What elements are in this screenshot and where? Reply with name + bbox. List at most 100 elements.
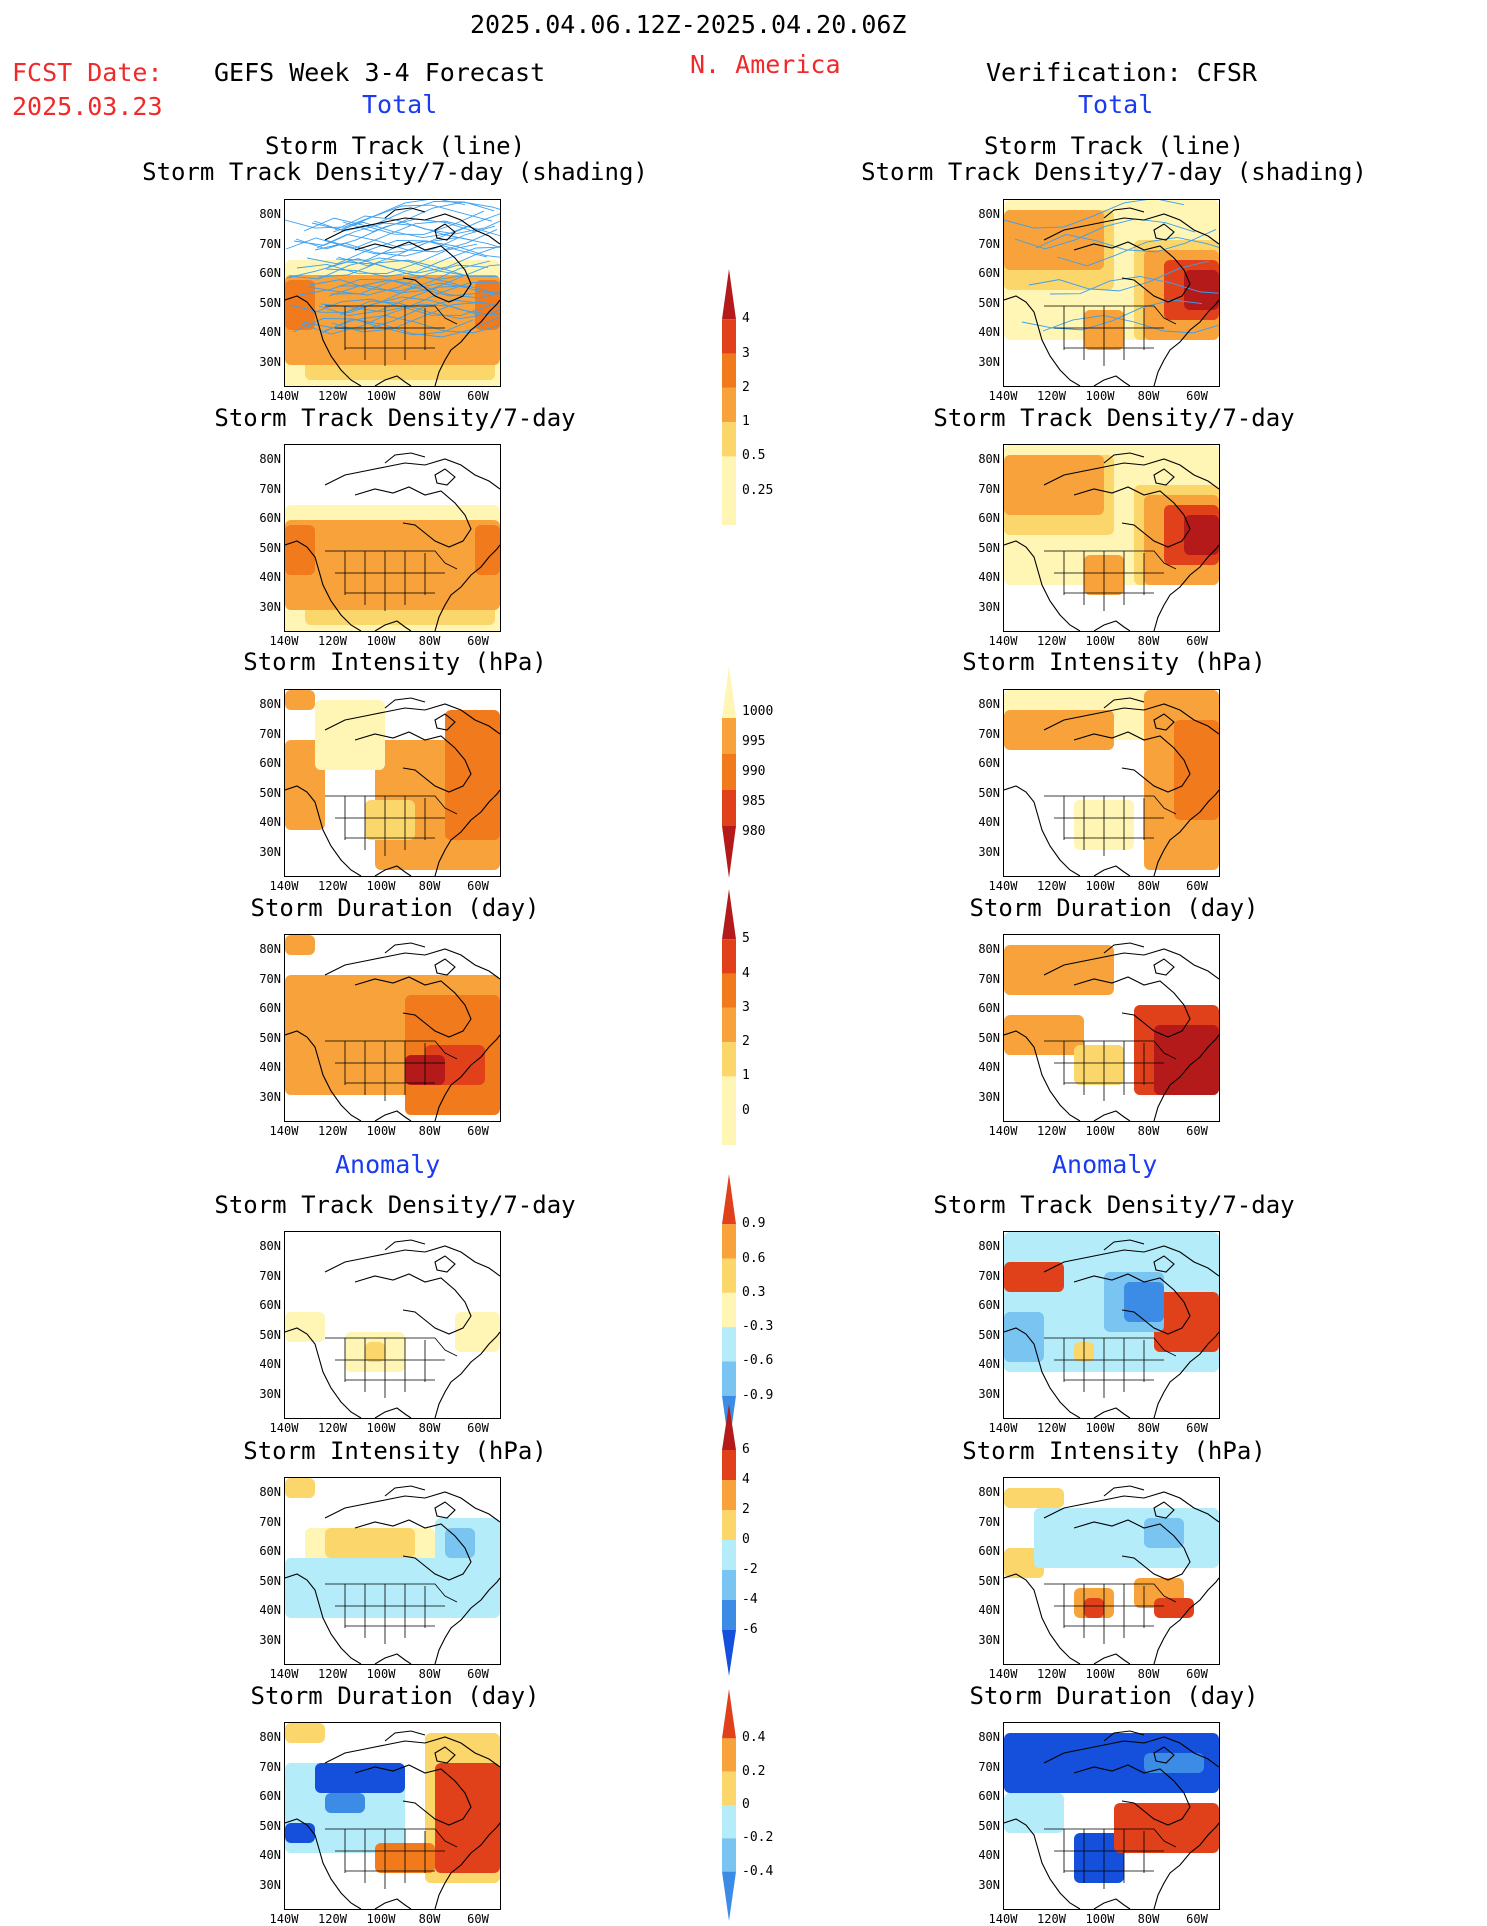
lat-tick-label: 60N <box>978 1298 1000 1312</box>
storm-track-line <box>316 229 498 253</box>
lon-tick-label: 100W <box>366 1124 396 1138</box>
lat-tick-label: 30N <box>978 1089 1000 1104</box>
lon-tick-label: 100W <box>1085 1667 1115 1681</box>
shading-patch <box>285 935 315 955</box>
lat-tick-label: 60N <box>259 1298 281 1312</box>
lon-tick-label: 140W <box>269 1421 299 1435</box>
right-column-title: Verification: CFSR <box>986 58 1257 87</box>
lat-tick-label: 30N <box>978 1386 1000 1401</box>
fcst-date-label: FCST Date: <box>12 58 163 87</box>
left-track-map <box>284 199 501 387</box>
left-intensity-map <box>284 689 501 877</box>
colorbar-label: 995 <box>742 734 766 749</box>
lat-tick-label: 80N <box>259 207 281 221</box>
shading-patch <box>435 1763 500 1873</box>
lon-tick-label: 80W <box>1137 879 1160 893</box>
shading-patch <box>1154 1025 1219 1095</box>
shading-patch <box>365 1342 385 1362</box>
lon-tick-label: 100W <box>366 1421 396 1435</box>
lon-tick-label: 80W <box>1137 1912 1160 1926</box>
lat-tick-label: 50N <box>978 1327 1000 1342</box>
lat-tick-label: 80N <box>978 1730 1000 1744</box>
shading-patch <box>315 700 385 770</box>
left-anomaly-label: Anomaly <box>335 1150 441 1179</box>
lat-tick-label: 60N <box>978 266 1000 280</box>
lat-tick-label: 40N <box>978 1603 1000 1617</box>
lon-tick-label: 140W <box>269 1912 299 1926</box>
lat-tick-label: 80N <box>259 452 281 466</box>
lat-tick-label: 60N <box>978 1544 1000 1558</box>
shading-patch <box>1184 270 1219 310</box>
lat-tick-label: 70N <box>259 1759 281 1774</box>
lat-tick-label: 40N <box>259 815 281 829</box>
storm-track-line <box>1028 260 1210 292</box>
lon-tick-label: 80W <box>1137 634 1160 648</box>
lat-tick-label: 80N <box>978 697 1000 711</box>
left-density-title: Storm Track Density/7-day <box>214 404 576 432</box>
storm-track-line <box>1014 218 1196 250</box>
colorbar-label: 0.25 <box>742 482 774 498</box>
lat-tick-label: 70N <box>259 236 281 251</box>
right-density-anom-title: Storm Track Density/7-day <box>933 1191 1295 1219</box>
lon-tick-label: 80W <box>1137 1667 1160 1681</box>
lon-tick-label: 60W <box>1186 1124 1208 1138</box>
colorbar-label: -0.4 <box>742 1863 774 1879</box>
storm-track-line <box>286 261 468 281</box>
lat-tick-label: 70N <box>259 1514 281 1529</box>
left-duration-anom-title: Storm Duration (day) <box>250 1682 540 1710</box>
colorbar-label: 985 <box>742 794 766 809</box>
right-duration-anom-map <box>1003 1722 1220 1910</box>
lat-tick-label: 30N <box>978 1877 1000 1892</box>
lon-tick-label: 140W <box>269 634 299 648</box>
lat-tick-label: 30N <box>978 354 1000 369</box>
storm-track-line <box>324 220 500 249</box>
colorbar-label: -0.9 <box>742 1387 774 1403</box>
colorbar-label: 1 <box>742 414 750 430</box>
storm-track-line <box>307 264 489 296</box>
shading-patch <box>285 520 500 610</box>
storm-track-line <box>1004 200 1185 229</box>
lat-tick-label: 30N <box>978 1632 1000 1647</box>
right-duration-map <box>1003 934 1220 1122</box>
left-duration-anom-map <box>284 1722 501 1910</box>
shading-patch <box>1074 1045 1124 1085</box>
storm-track-line <box>325 246 500 278</box>
lon-tick-label: 100W <box>1085 1421 1115 1435</box>
lat-tick-label: 60N <box>978 756 1000 770</box>
lat-tick-label: 50N <box>259 785 281 800</box>
colorbar-label: 980 <box>742 824 766 839</box>
storm-track-line <box>309 260 491 292</box>
lat-tick-label: 40N <box>978 815 1000 829</box>
colorbar-label: 0.3 <box>742 1284 766 1300</box>
lat-tick-label: 70N <box>259 971 281 986</box>
lat-tick-label: 80N <box>978 452 1000 466</box>
lon-tick-label: 100W <box>1085 879 1115 893</box>
left-intensity-title: Storm Intensity (hPa) <box>243 648 547 676</box>
shading-patch <box>285 280 315 330</box>
left-density-map <box>284 444 501 632</box>
lon-tick-label: 100W <box>366 1912 396 1926</box>
colorbar-density-total <box>722 269 736 525</box>
colorbar-label: -0.2 <box>742 1830 774 1846</box>
storm-track-line <box>1035 229 1217 253</box>
right-total-label: Total <box>1078 90 1154 119</box>
colorbar-duration-anom <box>722 1689 736 1921</box>
lon-tick-label: 80W <box>418 1912 441 1926</box>
lon-tick-label: 100W <box>1085 1124 1115 1138</box>
colorbar-label: 2 <box>742 379 750 395</box>
lon-tick-label: 120W <box>1037 1124 1066 1138</box>
shading-patch <box>1144 1518 1184 1548</box>
lon-tick-label: 140W <box>988 1912 1018 1926</box>
lat-tick-label: 60N <box>978 1789 1000 1803</box>
lat-tick-label: 80N <box>259 1485 281 1499</box>
lon-tick-label: 80W <box>1137 1421 1160 1435</box>
colorbar-label: 0.4 <box>742 1730 766 1746</box>
lat-tick-label: 30N <box>978 599 1000 614</box>
lat-tick-label: 70N <box>259 1268 281 1283</box>
right-track-line-title: Storm Track (line) <box>983 132 1245 160</box>
left-density-anom-title: Storm Track Density/7-day <box>214 1191 576 1219</box>
right-duration-title: Storm Duration (day) <box>969 894 1259 922</box>
storm-track-line <box>342 201 500 232</box>
colorbar-label: 4 <box>742 965 750 981</box>
lon-tick-label: 60W <box>1186 879 1208 893</box>
